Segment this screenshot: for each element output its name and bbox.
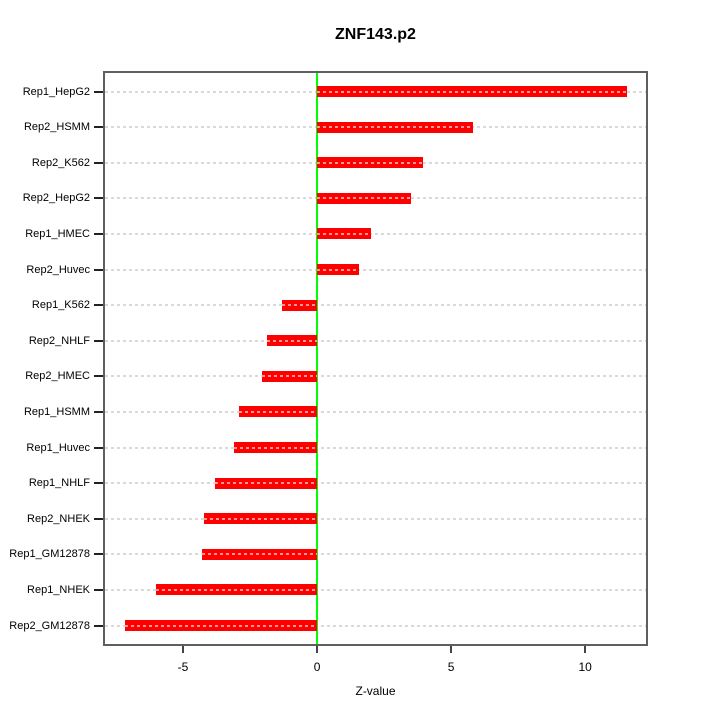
- bar-Rep2_HSMM: [317, 121, 473, 133]
- x-axis-tick: [584, 646, 587, 653]
- bar-Rep1_HMEC: [317, 228, 371, 240]
- bar-Rep1_HSMM: [239, 406, 318, 418]
- bar-Rep2_K562: [317, 157, 423, 169]
- y-axis-label: Rep1_HMEC: [25, 227, 90, 240]
- y-axis-tick: [94, 375, 103, 378]
- grid-line: [105, 304, 646, 307]
- y-axis-tick: [94, 268, 103, 271]
- bar-grid-overlay: [317, 90, 627, 93]
- chart-title: ZNF143.p2: [335, 26, 416, 43]
- grid-line: [105, 482, 646, 485]
- grid-line: [105, 339, 646, 342]
- bar-grid-overlay: [201, 553, 318, 556]
- grid-line: [105, 375, 646, 378]
- y-axis-tick: [94, 232, 103, 235]
- bar-grid-overlay: [239, 410, 318, 413]
- grid-line: [105, 588, 646, 591]
- bar-grid-overlay: [125, 624, 318, 627]
- x-axis-tick-label: 0: [313, 660, 321, 674]
- y-axis-label: Rep2_HMEC: [25, 370, 90, 383]
- y-axis-label: Rep1_NHEK: [27, 583, 90, 596]
- y-axis-tick: [94, 446, 103, 449]
- x-axis-tick-label: 10: [578, 660, 592, 674]
- zero-line: [316, 73, 319, 644]
- y-axis-label: Rep1_GM12878: [9, 548, 90, 561]
- bar-grid-overlay: [317, 268, 359, 271]
- y-axis-tick: [94, 410, 103, 413]
- y-axis-label: Rep1_NHLF: [28, 477, 90, 490]
- y-axis-tick: [94, 161, 103, 164]
- bar-Rep2_NHLF: [267, 335, 318, 347]
- y-axis-label: Rep2_HepG2: [22, 192, 90, 205]
- y-axis-tick: [94, 126, 103, 129]
- plot-area: Rep1_HepG2 Rep2_HSMM Rep2_K562 Rep2_HepG2 Re…: [9, 71, 648, 674]
- y-axis-tick: [94, 197, 103, 200]
- bar-Rep1_NHLF: [215, 477, 318, 489]
- y-axis-tick: [94, 624, 103, 627]
- grid-line: [105, 446, 646, 449]
- y-axis-label: Rep2_Huvec: [26, 263, 90, 276]
- bar-grid-overlay: [215, 482, 318, 485]
- y-axis-label: Rep2_GM12878: [9, 619, 90, 632]
- bar-grid-overlay: [204, 517, 318, 520]
- x-axis-label: Z-value: [355, 684, 396, 698]
- bar-Rep1_GM12878: [201, 548, 318, 560]
- bar-grid-overlay: [262, 375, 318, 378]
- grid-line: [105, 553, 646, 556]
- x-axis-tick: [182, 646, 184, 653]
- grid-line: [105, 410, 646, 413]
- y-axis-label: Rep2_K562: [31, 156, 90, 169]
- grid-line: [105, 232, 646, 235]
- x-axis-tick: [316, 646, 319, 653]
- x-axis-tick-label: 5: [447, 660, 455, 674]
- bar-grid-overlay: [317, 197, 411, 200]
- bar-grid-overlay: [317, 232, 371, 235]
- y-axis-label: Rep1_HSMM: [23, 405, 90, 418]
- grid-line: [105, 268, 646, 271]
- bar-Rep2_HepG2: [317, 192, 411, 204]
- bar-Rep2_NHEK: [204, 513, 318, 525]
- x-axis-tick: [450, 646, 453, 653]
- bar-Rep2_HMEC: [262, 370, 318, 382]
- bar-Rep2_GM12878: [125, 620, 318, 631]
- y-axis-label: Rep1_K562: [31, 299, 90, 312]
- y-axis-label: Rep2_NHLF: [28, 334, 90, 347]
- bar-Rep1_Huvec: [233, 442, 318, 453]
- bar-grid-overlay: [156, 588, 318, 591]
- bar-Rep2_Huvec: [317, 264, 359, 275]
- bar-Rep1_HepG2: [317, 86, 627, 97]
- y-axis-tick: [94, 90, 103, 93]
- bar-grid-overlay: [282, 304, 318, 307]
- bar-Rep1_NHEK: [156, 584, 318, 596]
- y-axis-tick: [94, 339, 103, 342]
- y-axis-label: Rep2_HSMM: [23, 121, 90, 134]
- y-axis-tick: [94, 588, 103, 591]
- y-axis-label: Rep1_Huvec: [26, 441, 90, 454]
- y-axis-tick: [94, 304, 103, 307]
- y-axis-label: Rep2_NHEK: [27, 512, 90, 525]
- bar-Rep1_K562: [282, 299, 318, 311]
- y-axis-tick: [94, 482, 103, 485]
- x-axis-tick-label: -5: [177, 660, 189, 674]
- y-axis-label: Rep1_HepG2: [22, 85, 90, 98]
- bar-grid-overlay: [233, 446, 318, 449]
- grid-line: [105, 624, 646, 627]
- bar-grid-overlay: [317, 126, 473, 129]
- y-axis-tick: [94, 517, 103, 520]
- grid-line: [105, 517, 646, 520]
- bar-grid-overlay: [317, 161, 423, 164]
- y-axis-tick: [94, 553, 103, 556]
- bar-grid-overlay: [267, 339, 318, 342]
